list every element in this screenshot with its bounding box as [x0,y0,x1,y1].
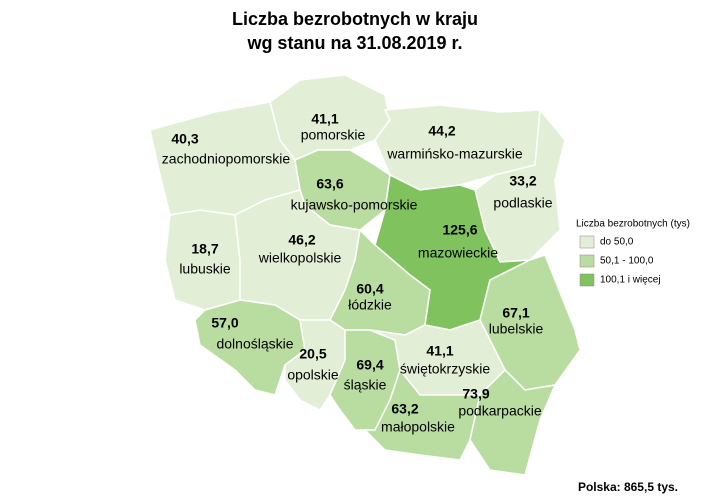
region-value: 63,2 [391,401,418,417]
region [194,299,306,396]
region-value: 20,5 [299,346,326,362]
region-name: małopolskie [381,419,455,435]
region-value: 60,4 [356,281,383,297]
region-name: śląskie [344,377,387,393]
legend-swatch [579,254,595,268]
legend-label: do 50,0 [600,237,634,248]
region-name: lubelskie [489,321,544,337]
region-value: 69,4 [356,357,383,373]
legend-swatch [579,273,595,287]
region [469,368,557,476]
region-value: 67,1 [502,305,529,321]
region-name: kujawsko-pomorskie [291,197,418,213]
region-name: mazowieckie [418,245,498,261]
region-name: świętokrzyskie [400,361,490,377]
region-value: 41,1 [426,343,453,359]
legend-title: Liczba bezrobotnych (tys) [576,219,690,230]
region-name: łódzkie [348,297,392,313]
region-name: podlaskie [493,195,552,211]
region [284,319,346,411]
region-value: 18,7 [191,241,218,257]
title-line: wg stanu na 31.08.2019 r. [246,33,462,53]
region-name: podkarpackie [458,403,541,419]
region-name: pomorskie [301,127,366,143]
region-value: 33,2 [509,173,536,189]
legend-label: 50,1 - 100,0 [600,256,654,267]
region-value: 57,0 [211,315,238,331]
region-name: lubuskie [179,261,231,277]
title-line: Liczba bezrobotnych w kraju [232,9,478,29]
legend-swatch [579,235,595,249]
region [363,368,481,461]
region-value: 44,2 [428,123,455,139]
region-name: wielkopolskie [258,250,342,266]
region-value: 46,2 [288,232,315,248]
region-value: 73,9 [462,386,489,402]
region-value: 125,6 [442,222,477,238]
region-name: warmińsko-mazurskie [386,146,523,162]
region-value: 63,6 [316,176,343,192]
footer: Polska: 865,5 tys. [578,480,678,494]
region-name: opolskie [287,367,339,383]
region-value: 40,3 [171,131,198,147]
legend-label: 100,1 i więcej [600,275,661,286]
region-value: 41,1 [311,111,338,127]
region-name: zachodniopomorskie [162,151,291,167]
region-name: dolnośląskie [216,336,293,352]
